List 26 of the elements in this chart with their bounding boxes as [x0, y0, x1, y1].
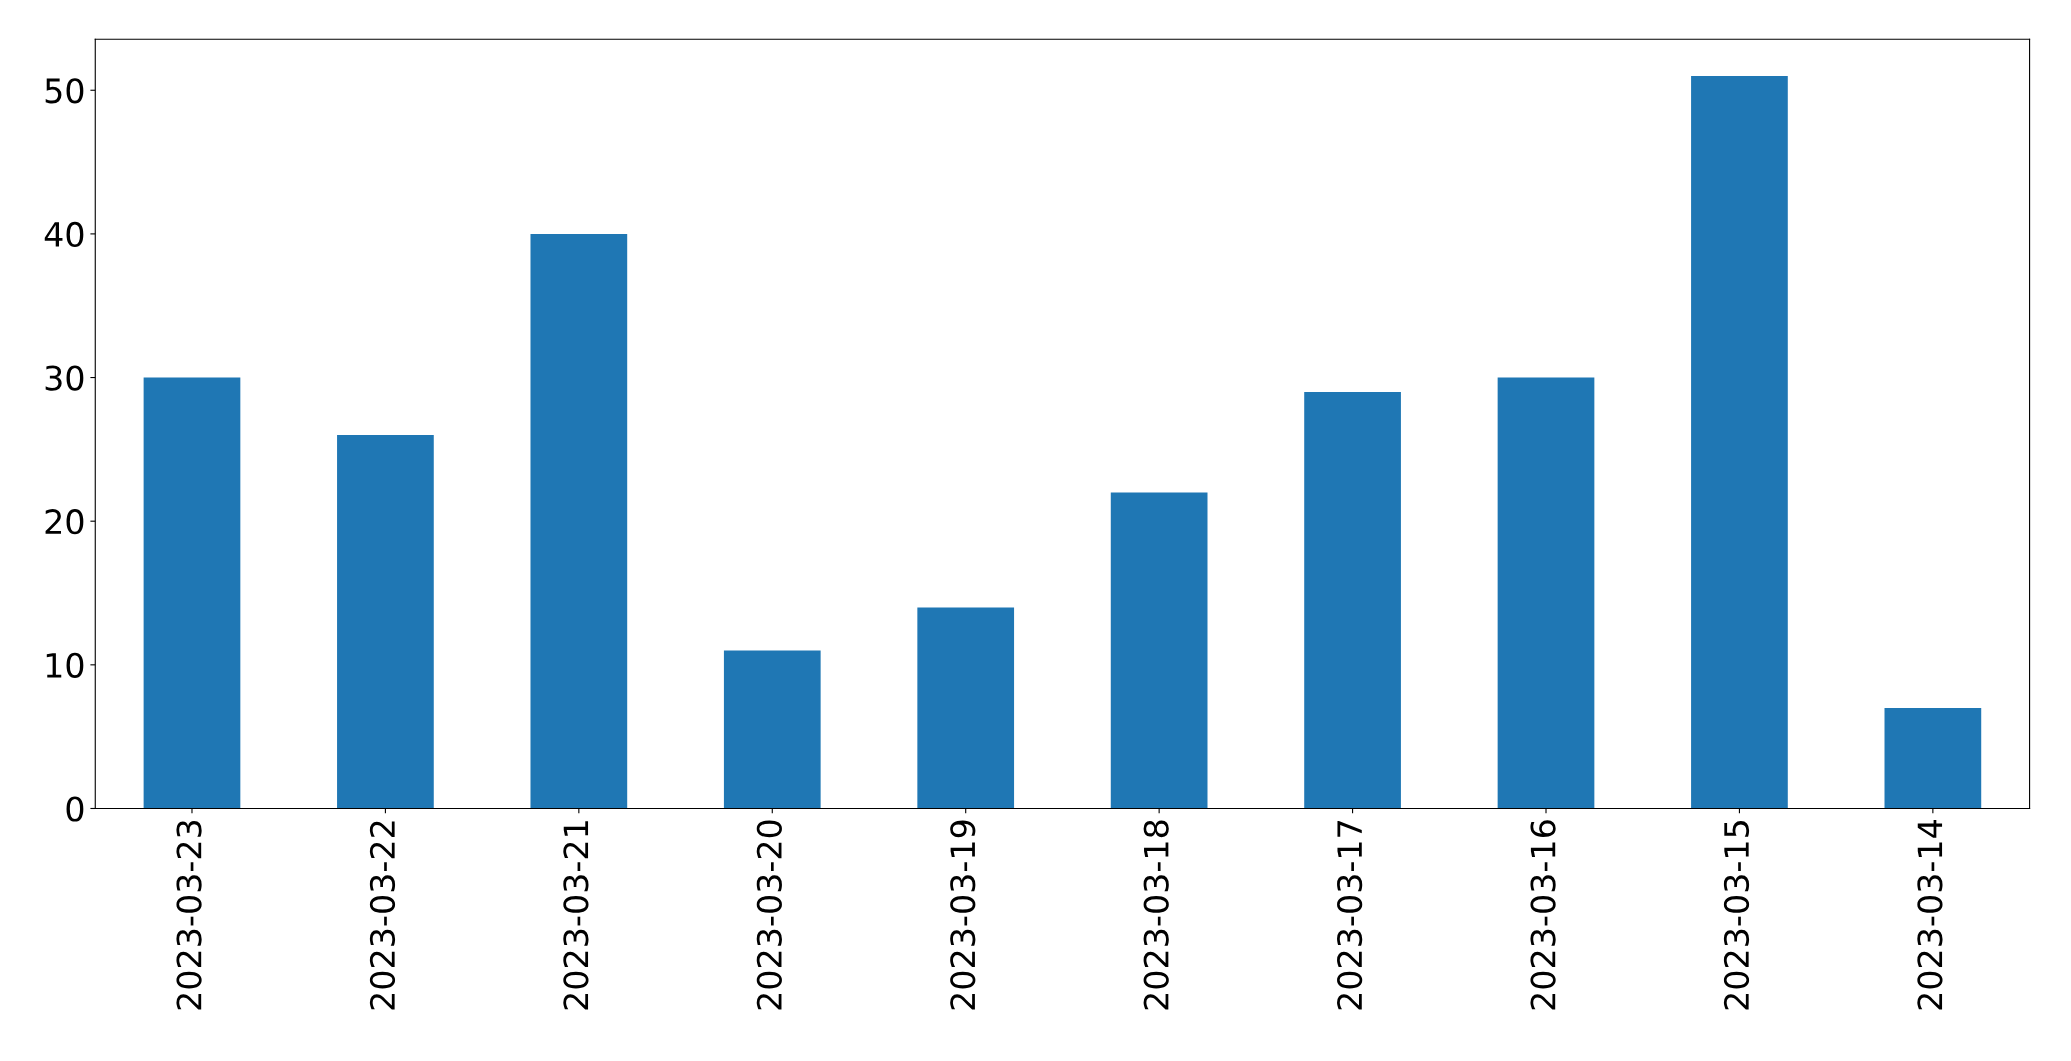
x-tick-label: 2023-03-17: [1337, 821, 1363, 1010]
x-tick-label: 2023-03-21: [563, 821, 589, 1010]
x-tick-label: 2023-03-15: [1723, 821, 1750, 1010]
bar: [1110, 492, 1208, 809]
bar: [530, 233, 628, 809]
x-tick-label: 2023-03-20: [756, 820, 782, 1010]
y-tick-label: 10: [46, 652, 84, 678]
bar: [1304, 391, 1401, 809]
x-tick-label: 2023-03-22: [369, 821, 396, 1010]
bar: [337, 435, 434, 809]
x-tick-label: 2023-03-23: [176, 820, 202, 1010]
x-tick-label: 2023-03-18: [1143, 820, 1169, 1010]
bar: [917, 607, 1015, 809]
y-tick-label: 50: [45, 78, 84, 104]
bar: [1691, 75, 1788, 809]
x-tick-label: 2023-03-16: [1530, 820, 1556, 1010]
bar: [143, 377, 241, 809]
y-tick-label: 40: [44, 221, 84, 248]
bar: [1497, 377, 1595, 809]
y-tick-label: 0: [66, 796, 84, 822]
y-tick-label: 20: [45, 509, 84, 535]
bar: [723, 650, 821, 809]
x-tick-label: 2023-03-14: [1917, 820, 1943, 1010]
x-tick-label: 2023-03-19: [950, 820, 976, 1010]
y-tick-label: 30: [45, 365, 84, 391]
bar: [1884, 707, 1982, 809]
